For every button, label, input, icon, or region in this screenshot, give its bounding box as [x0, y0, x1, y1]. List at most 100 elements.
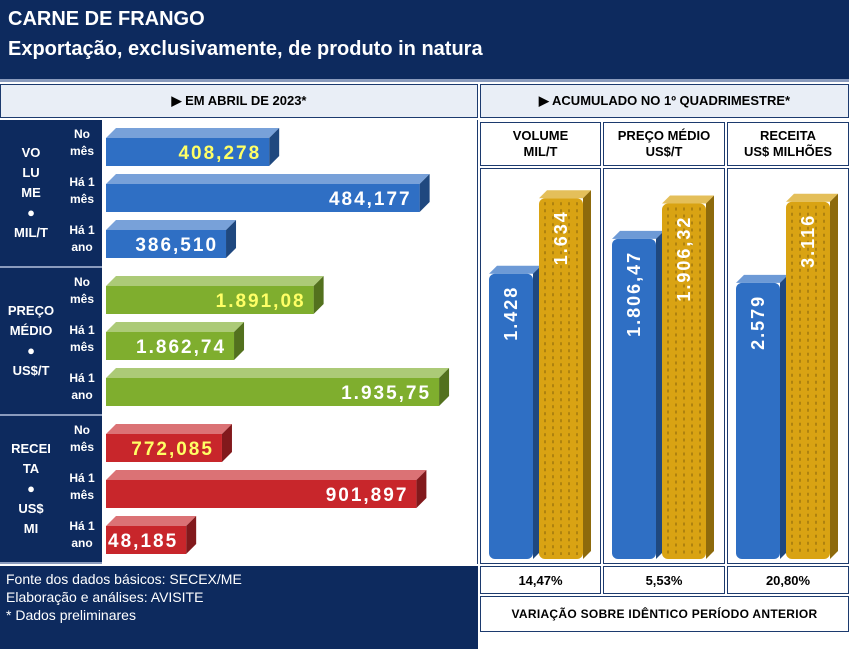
- hbar-face: [106, 138, 270, 166]
- hbar-face: [106, 434, 222, 462]
- page-subtitle: Exportação, exclusivamente, de produto i…: [8, 38, 483, 60]
- period-label: Há 1 ano: [62, 222, 102, 256]
- row-label-1: PREÇO MÉDIO ● US$/T: [0, 268, 62, 416]
- period-column-1: No mês Há 1 mês Há 1 ano: [62, 268, 102, 416]
- row-label-line: MI: [23, 521, 39, 536]
- hbar-face: [106, 332, 235, 360]
- hbar-face: [106, 184, 420, 212]
- hbar-value-label: 1.891,08: [216, 291, 306, 312]
- period-label-line: Há 1: [69, 175, 95, 189]
- row-label-line: US$/T: [12, 363, 50, 378]
- hbar-value-label: 1.935,75: [341, 383, 431, 404]
- period-column-0: No mês Há 1 mês Há 1 ano: [62, 120, 102, 268]
- cumulative-chart-volume: 1.428 1.634: [480, 168, 601, 564]
- period-label: Há 1 mês: [62, 174, 102, 208]
- period-label-line: Há 1: [69, 519, 95, 533]
- vbar-top: [786, 193, 838, 202]
- hbar-0-0: 408,278: [106, 128, 280, 166]
- hbar-top: [106, 128, 280, 138]
- vbar-face: [662, 203, 706, 559]
- hbar-top: [106, 322, 245, 332]
- vbar-top: [662, 195, 714, 204]
- section-header-cumulative: ▶ ACUMULADO NO 1º QUADRIMESTRE*: [480, 84, 849, 118]
- period-label-line: mês: [69, 292, 95, 306]
- hbar-value-label: 1.862,74: [136, 337, 226, 358]
- row-label-line: RECEI: [11, 441, 51, 456]
- row-label-line: MIL/T: [14, 225, 48, 240]
- hbar-top: [106, 276, 324, 286]
- footer-source: Fonte dos dados básicos: SECEX/ME: [6, 571, 242, 587]
- row-label-line: VO: [21, 145, 41, 160]
- row-label-line: US$: [18, 501, 44, 516]
- vbar-top: [489, 265, 541, 274]
- hbar-top: [106, 470, 427, 480]
- period-label-line: ano: [71, 240, 93, 254]
- vbar-value-label: 1.806,47: [624, 251, 644, 337]
- hbar-2-0: 772,085: [106, 424, 232, 462]
- variation-label: VARIAÇÃO SOBRE IDÊNTICO PERÍODO ANTERIOR: [480, 596, 849, 632]
- row-label-line: ●: [27, 343, 35, 358]
- hbar-face: [106, 526, 187, 554]
- vbar-value-label: 3.116: [798, 214, 818, 268]
- hbar-1-2: 1.935,75: [106, 368, 450, 406]
- vbar-face: [612, 238, 656, 559]
- row-label-line: ●: [27, 205, 35, 220]
- hbar-face: [106, 286, 314, 314]
- hbar-face: [106, 480, 417, 508]
- vbar-face: [786, 201, 830, 559]
- column-header-revenue-line2: US$ MILHÕES: [743, 144, 833, 159]
- vbar-1-0: 1.806,47: [612, 230, 664, 559]
- hbar-top: [106, 424, 232, 434]
- column-header-price-line1: PREÇO MÉDIO: [617, 128, 711, 143]
- hbar-side: [439, 368, 450, 406]
- column-header-price: PREÇO MÉDIO US$/T: [603, 122, 725, 166]
- monthly-bar-chart: 408,278 484,177 386,510 1.891,08 1.862,74 1.9…: [95, 120, 478, 564]
- period-label-line: Há 1: [69, 323, 95, 337]
- column-header-volume-line2: MIL/T: [523, 144, 558, 159]
- hbar-top: [106, 220, 237, 230]
- period-label-line: mês: [69, 144, 95, 158]
- hbar-top: [106, 368, 450, 378]
- footer-analysis: Elaboração e análises: AVISITE: [6, 589, 204, 605]
- cumulative-chart-revenue: 2.579 3.116: [727, 168, 849, 564]
- period-label-line: ano: [71, 388, 93, 402]
- vbar-face: [736, 282, 780, 559]
- hbar-face: [106, 230, 227, 258]
- period-label-line: No: [74, 423, 90, 437]
- row-label-line: ME: [21, 185, 41, 200]
- period-label: Há 1 ano: [62, 370, 102, 404]
- vbar-top: [612, 230, 664, 239]
- hbar-2-1: 901,897: [106, 470, 427, 508]
- hbar-2-2: 748,185: [95, 516, 197, 554]
- hbar-value-label: 408,278: [178, 143, 261, 164]
- row-label-line: LU: [22, 165, 40, 180]
- vbar-0-0: 1.428: [489, 265, 541, 559]
- hbar-value-label: 901,897: [326, 485, 409, 506]
- monthly-bar-chart-svg: 408,278 484,177 386,510 1.891,08 1.862,74 1.9…: [95, 128, 450, 554]
- vbar-top: [539, 190, 591, 199]
- variation-revenue: 20,80%: [727, 566, 849, 594]
- row-label-line: PREÇO: [7, 303, 55, 318]
- period-label: Há 1 mês: [62, 470, 102, 504]
- vbar-side: [583, 190, 591, 559]
- vbar-side: [706, 195, 714, 559]
- page-title: CARNE DE FRANGO: [8, 8, 205, 30]
- cumulative-chart-price-svg: 1.806,47 1.906,32: [612, 195, 714, 559]
- period-label-line: mês: [69, 488, 95, 502]
- vbar-0-1: 1.634: [539, 190, 591, 559]
- hbar-side: [234, 322, 245, 360]
- vbar-face: [489, 273, 533, 559]
- cumulative-chart-volume-svg: 1.428 1.634: [489, 190, 591, 559]
- row-label-0: VO LU ME ● MIL/T: [0, 120, 62, 268]
- hbar-side: [419, 174, 430, 212]
- footer-note: * Dados preliminares: [6, 607, 136, 623]
- hbar-side: [186, 516, 197, 554]
- row-label-line: TA: [22, 461, 40, 476]
- hbar-1-1: 1.862,74: [106, 322, 245, 360]
- hbar-value-label: 386,510: [135, 235, 218, 256]
- vbar-value-label: 1.634: [551, 210, 571, 265]
- cumulative-chart-revenue-svg: 2.579 3.116: [736, 193, 838, 559]
- period-label-line: ano: [71, 536, 93, 550]
- column-header-volume-line1: VOLUME: [512, 128, 569, 143]
- footer-notes: Fonte dos dados básicos: SECEX/ME Elabor…: [0, 566, 478, 649]
